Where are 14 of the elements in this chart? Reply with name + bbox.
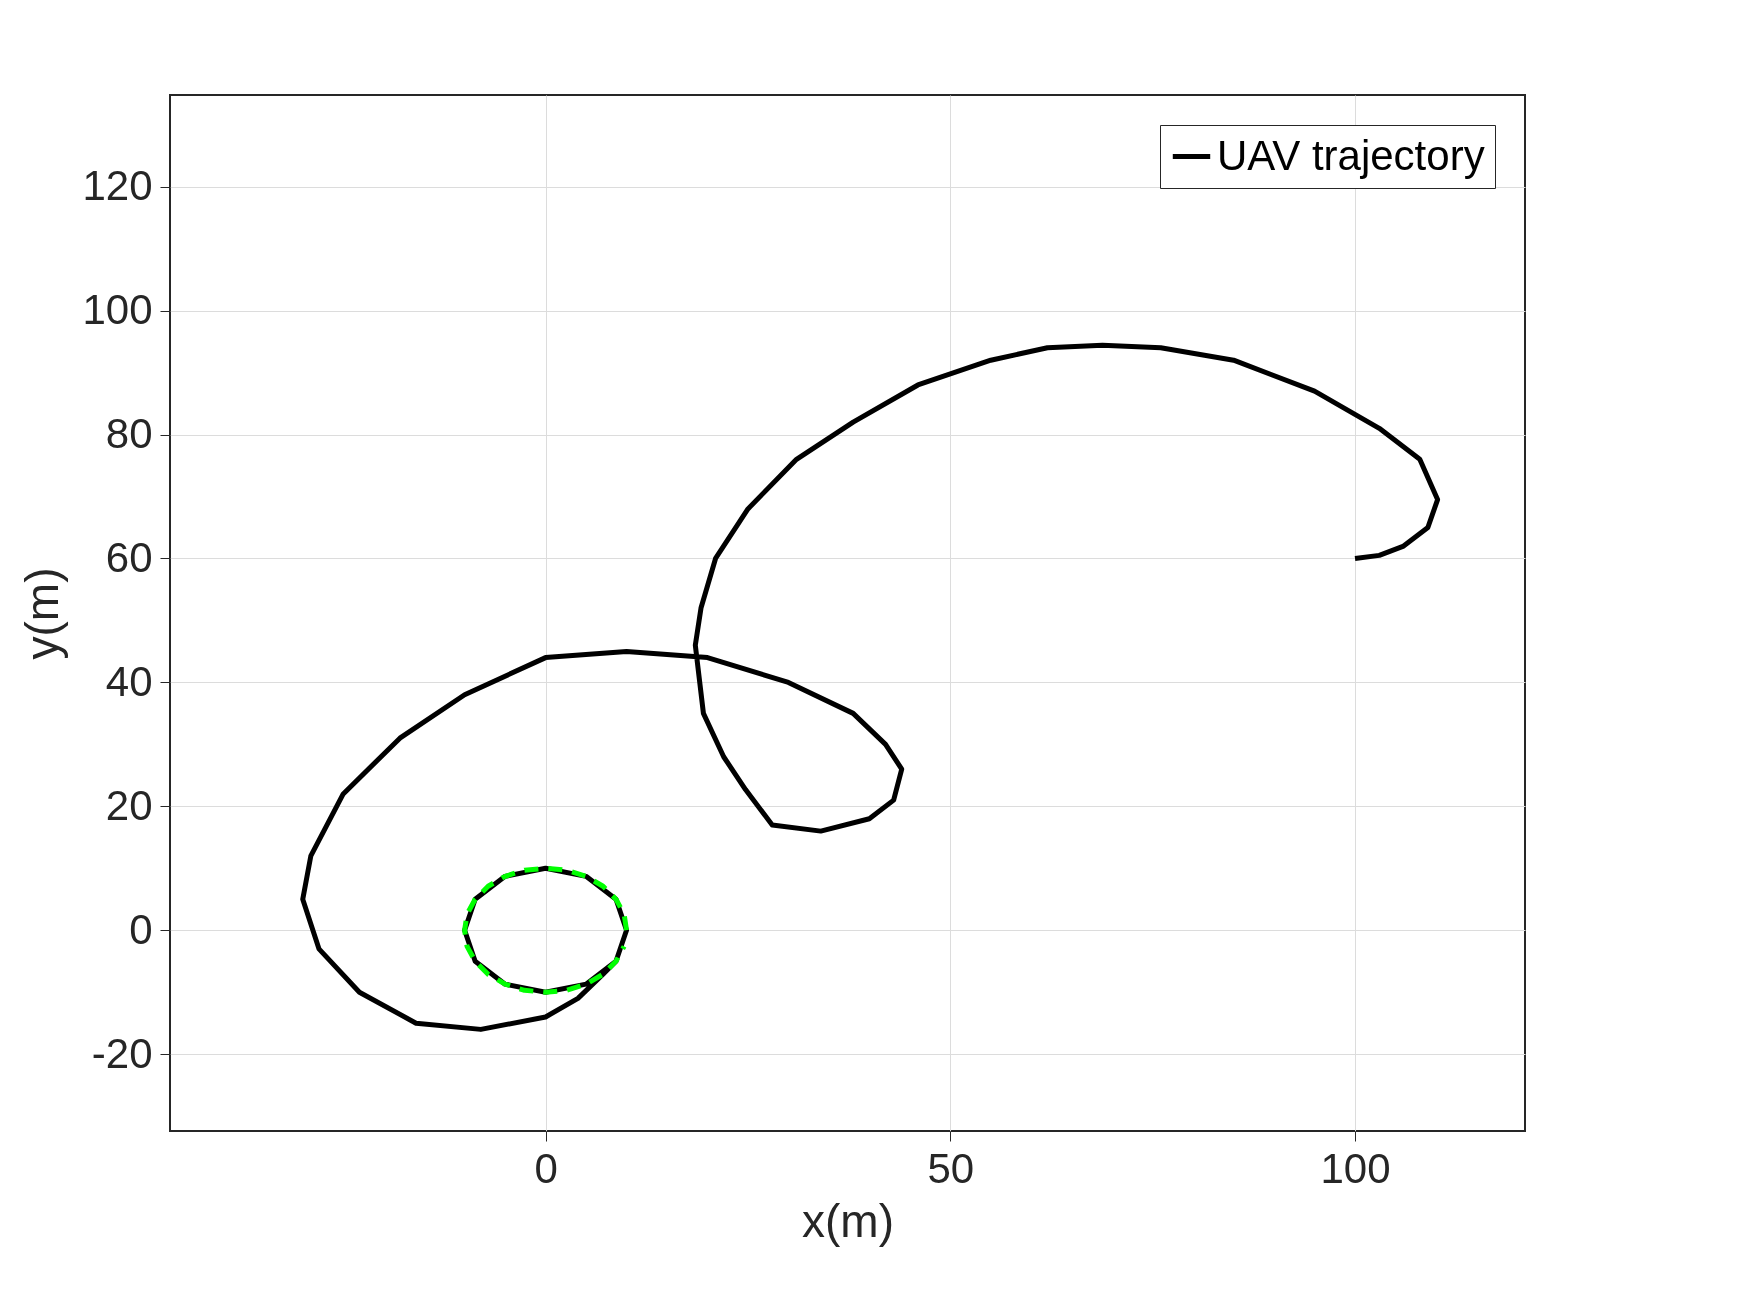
x-tick-label: 50	[927, 1144, 975, 1192]
y-tick-label: 20	[105, 781, 153, 829]
y-tick-label: 80	[105, 410, 153, 458]
y-tick-label: 60	[105, 533, 153, 581]
legend-label: UAV trajectory	[1217, 131, 1485, 179]
y-tick-label: 40	[105, 657, 153, 705]
y-tick-label: 0	[129, 905, 153, 953]
y-tick-label: 100	[82, 286, 153, 334]
y-tick-label: -20	[91, 1029, 153, 1077]
y-tick-label: 120	[82, 162, 153, 210]
x-tick-label: 100	[1320, 1144, 1391, 1192]
x-tick-label: 0	[534, 1144, 558, 1192]
x-axis-title: x(m)	[802, 1194, 894, 1247]
y-axis-title: y(m)	[16, 567, 69, 660]
